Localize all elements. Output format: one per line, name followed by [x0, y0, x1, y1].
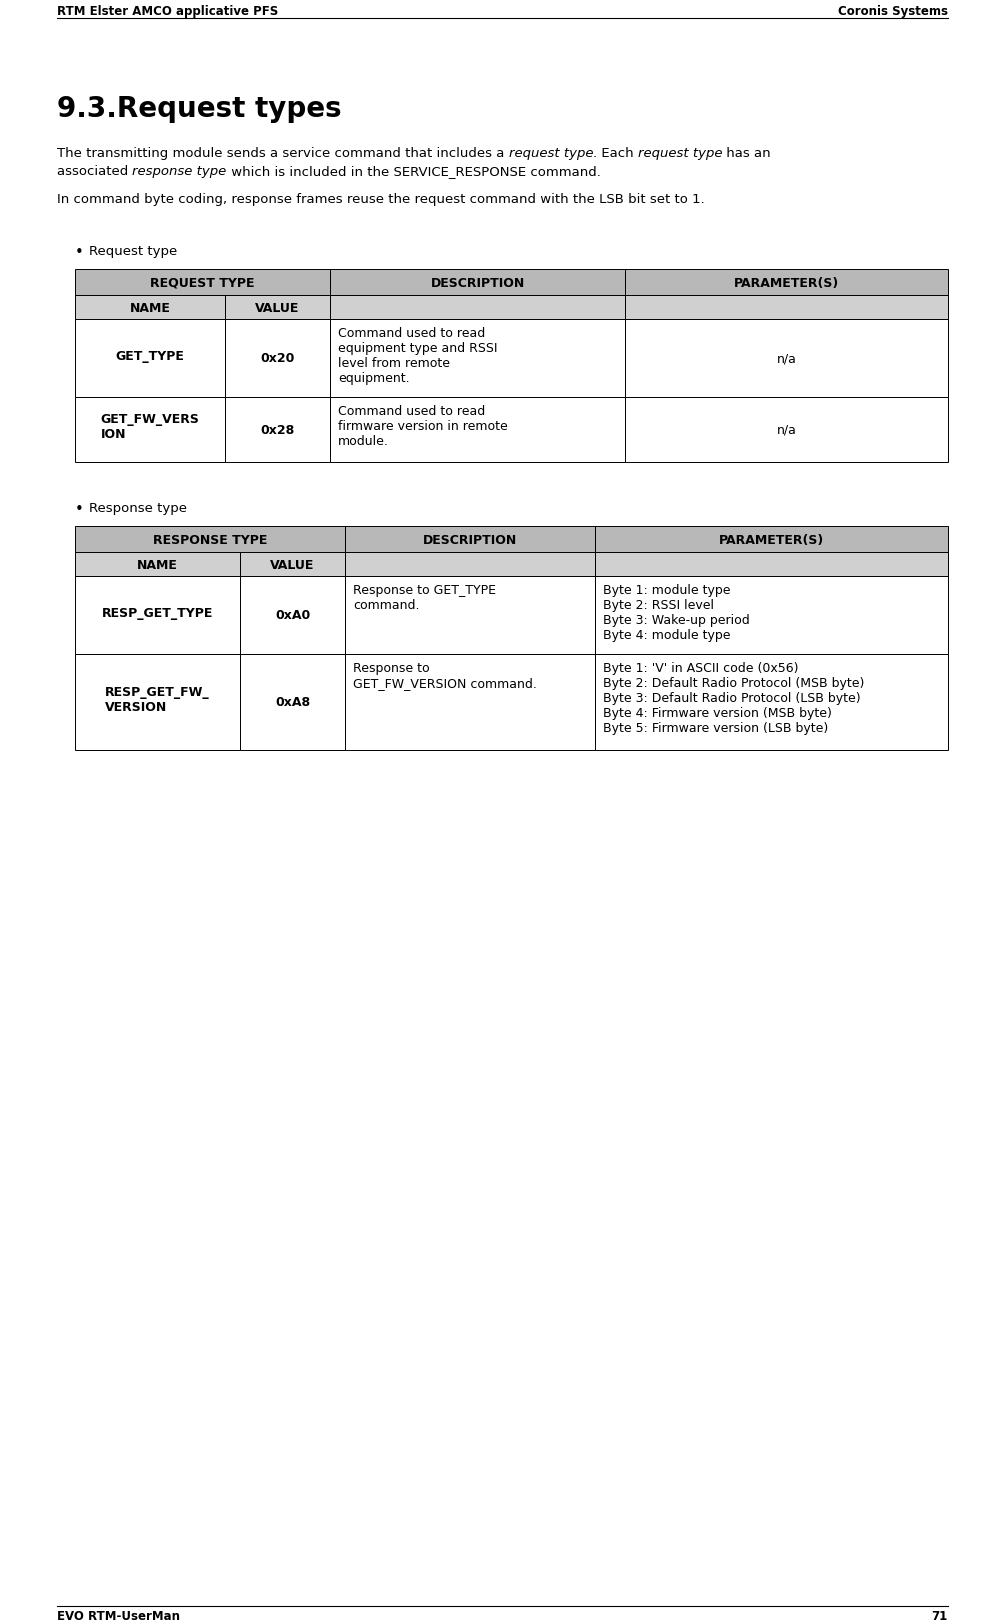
- Text: •: •: [75, 501, 83, 517]
- Bar: [595, 654, 948, 749]
- Bar: [75, 576, 240, 654]
- Bar: [330, 397, 625, 462]
- Text: •: •: [75, 245, 83, 260]
- Text: The transmitting module sends a service command that includes a: The transmitting module sends a service …: [57, 148, 509, 161]
- Text: GET_TYPE: GET_TYPE: [116, 350, 185, 363]
- Text: Command used to read
firmware version in remote
module.: Command used to read firmware version in…: [338, 406, 508, 448]
- Text: GET_FW_VERS
ION: GET_FW_VERS ION: [100, 414, 199, 441]
- Bar: [75, 295, 225, 320]
- Bar: [595, 576, 948, 654]
- Text: Byte 1: 'V' in ASCII code (0x56)
Byte 2: Default Radio Protocol (MSB byte)
Byte : Byte 1: 'V' in ASCII code (0x56) Byte 2:…: [603, 662, 864, 735]
- Text: RESPONSE TYPE: RESPONSE TYPE: [153, 534, 267, 547]
- Text: Command used to read
equipment type and RSSI
level from remote
equipment.: Command used to read equipment type and …: [338, 328, 497, 384]
- Text: associated: associated: [57, 165, 133, 178]
- Text: n/a: n/a: [777, 352, 796, 365]
- Bar: [240, 654, 345, 749]
- Text: . Each: . Each: [593, 148, 638, 161]
- Bar: [625, 397, 948, 462]
- Text: Response to
GET_FW_VERSION command.: Response to GET_FW_VERSION command.: [353, 662, 537, 689]
- Bar: [625, 269, 948, 295]
- Text: VALUE: VALUE: [270, 560, 315, 573]
- Bar: [75, 397, 225, 462]
- Bar: [240, 551, 345, 576]
- Bar: [225, 320, 330, 397]
- Text: Response to GET_TYPE
command.: Response to GET_TYPE command.: [353, 584, 496, 611]
- Bar: [345, 576, 595, 654]
- Text: 0x28: 0x28: [260, 423, 294, 436]
- Bar: [240, 576, 345, 654]
- Bar: [330, 320, 625, 397]
- Text: DESCRIPTION: DESCRIPTION: [423, 534, 518, 547]
- Bar: [225, 295, 330, 320]
- Text: 71: 71: [932, 1611, 948, 1622]
- Text: Response type: Response type: [89, 501, 187, 516]
- Bar: [330, 269, 625, 295]
- Bar: [75, 551, 240, 576]
- Bar: [595, 526, 948, 551]
- Bar: [75, 269, 330, 295]
- Text: Request type: Request type: [89, 245, 177, 258]
- Text: n/a: n/a: [777, 423, 796, 436]
- Text: 9.3.Request types: 9.3.Request types: [57, 96, 342, 123]
- Bar: [75, 320, 225, 397]
- Bar: [345, 526, 595, 551]
- Text: PARAMETER(S): PARAMETER(S): [719, 534, 824, 547]
- Text: has an: has an: [723, 148, 771, 161]
- Text: which is included in the SERVICE_RESPONSE command.: which is included in the SERVICE_RESPONS…: [227, 165, 601, 178]
- Text: 0xA8: 0xA8: [275, 696, 311, 709]
- Text: In command byte coding, response frames reuse the request command with the LSB b: In command byte coding, response frames …: [57, 193, 705, 206]
- Bar: [345, 654, 595, 749]
- Bar: [625, 320, 948, 397]
- Text: PARAMETER(S): PARAMETER(S): [734, 277, 839, 290]
- Text: Byte 1: module type
Byte 2: RSSI level
Byte 3: Wake-up period
Byte 4: module typ: Byte 1: module type Byte 2: RSSI level B…: [603, 584, 750, 642]
- Bar: [75, 654, 240, 749]
- Text: VALUE: VALUE: [255, 302, 299, 315]
- Text: DESCRIPTION: DESCRIPTION: [430, 277, 525, 290]
- Text: RESP_GET_FW_
VERSION: RESP_GET_FW_ VERSION: [106, 686, 210, 714]
- Text: NAME: NAME: [130, 302, 171, 315]
- Text: REQUEST TYPE: REQUEST TYPE: [151, 277, 254, 290]
- Text: request type: request type: [638, 148, 723, 161]
- Bar: [75, 526, 345, 551]
- Text: NAME: NAME: [137, 560, 178, 573]
- Bar: [345, 551, 595, 576]
- Text: response type: response type: [133, 165, 227, 178]
- Bar: [225, 397, 330, 462]
- Bar: [595, 551, 948, 576]
- Text: Coronis Systems: Coronis Systems: [838, 5, 948, 18]
- Text: RESP_GET_TYPE: RESP_GET_TYPE: [102, 607, 213, 620]
- Text: 0xA0: 0xA0: [275, 608, 311, 621]
- Text: request type: request type: [509, 148, 593, 161]
- Text: EVO RTM-UserMan: EVO RTM-UserMan: [57, 1611, 180, 1622]
- Text: RTM Elster AMCO applicative PFS: RTM Elster AMCO applicative PFS: [57, 5, 278, 18]
- Bar: [330, 295, 625, 320]
- Text: 0x20: 0x20: [260, 352, 294, 365]
- Bar: [625, 295, 948, 320]
